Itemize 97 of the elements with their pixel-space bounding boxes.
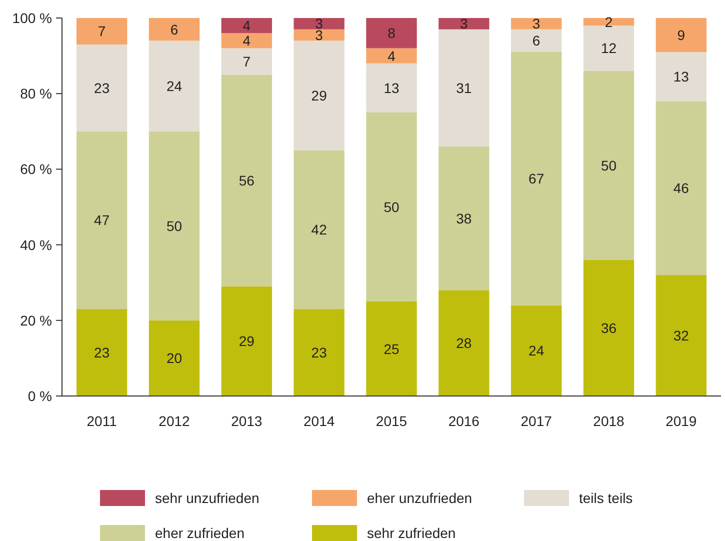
x-tick-label: 2012 [158,413,190,429]
bar [438,18,490,30]
bar [76,18,128,44]
bar [366,112,417,302]
bar [656,18,707,52]
data-label: 28 [456,335,472,352]
data-label: 4 [242,18,251,34]
data-label: 29 [238,333,255,350]
bar [366,302,417,396]
bar [656,52,707,102]
bar [366,63,417,112]
data-label: 50 [384,199,400,215]
x-tick-label: 2018 [593,413,625,429]
data-label: 13 [384,80,400,96]
bar [656,101,707,276]
data-label: 7 [98,23,106,40]
bar [221,286,272,396]
bar [76,309,128,396]
legend-label: sehr unzufrieden [155,490,260,506]
data-label: 4 [388,48,396,64]
y-tick-label: 60 % [20,161,52,178]
bar [221,18,272,34]
x-tick-label: 2011 [86,413,118,429]
data-label: 36 [600,320,617,336]
legend-label: eher unzufrieden [367,490,472,506]
data-label: 50 [166,218,182,234]
data-label: 8 [388,25,396,42]
x-tick-label: 2015 [376,413,408,429]
data-label: 23 [94,80,110,96]
bar [438,146,490,290]
x-tick-label: 2017 [520,413,552,429]
bar [366,18,417,48]
data-label: 38 [456,210,472,226]
data-label: 29 [311,87,328,104]
bar [294,18,344,30]
bar [221,33,272,48]
data-label: 13 [673,68,690,85]
y-tick-label: 20 % [20,312,52,328]
data-label: 42 [311,222,328,238]
data-label: 3 [460,16,468,32]
data-label: 12 [600,40,617,56]
bar [294,309,344,396]
data-label: 9 [677,27,686,44]
legend-label: eher zufrieden [155,525,245,541]
data-label: 56 [238,172,255,189]
x-tick-label: 2016 [448,413,480,429]
legend-label: teils teils [579,490,633,506]
data-label: 23 [311,344,328,361]
bar [366,48,417,64]
data-label: 4 [242,32,251,49]
bar [510,52,562,306]
data-label: 6 [170,21,178,38]
bar [583,18,634,26]
y-tick-label: 100 % [12,10,52,26]
bar [656,275,707,396]
bar [294,29,344,41]
legend-label: sehr zufrieden [367,525,456,541]
bar [583,260,634,396]
data-label: 6 [532,32,540,49]
bar [510,29,562,52]
data-label: 3 [315,27,324,44]
data-label: 50 [600,157,617,174]
bar [438,290,490,396]
bar [510,18,562,30]
bar [583,70,634,260]
data-label: 32 [673,328,690,344]
data-label: 24 [528,342,544,359]
bar [148,40,200,132]
y-tick-label: 0 % [28,388,52,404]
bar [438,29,490,147]
data-label: 47 [94,212,110,228]
data-label: 24 [166,78,182,94]
bar [221,48,272,75]
bar [76,44,128,132]
x-tick-label: 2019 [666,413,697,429]
data-label: 3 [532,16,540,32]
bar [148,131,200,320]
bar [583,26,634,71]
data-label: 20 [166,350,182,366]
data-label: 67 [528,170,544,187]
bar [510,305,562,396]
data-label: 46 [673,180,690,196]
y-tick-label: 80 % [20,86,52,102]
bar [76,131,128,310]
data-label: 7 [242,53,251,70]
bar [294,150,344,310]
data-label: 2 [604,14,613,30]
bar [148,18,200,41]
y-tick-label: 40 % [20,236,52,253]
data-label: 23 [94,344,110,361]
bar [294,40,344,150]
x-tick-label: 2013 [231,413,262,429]
data-label: 25 [384,340,400,357]
bar [148,320,200,396]
x-tick-label: 2014 [304,413,335,429]
data-label: 31 [456,80,472,96]
bar [221,74,272,286]
